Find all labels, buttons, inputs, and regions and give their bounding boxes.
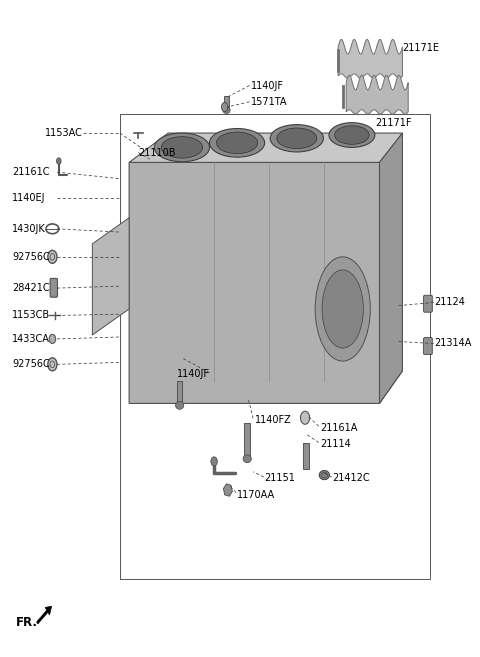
Ellipse shape <box>161 137 203 158</box>
Bar <box>303 443 309 468</box>
Text: 21114: 21114 <box>320 439 350 449</box>
Text: 21171E: 21171E <box>402 43 440 53</box>
Bar <box>244 423 250 459</box>
Ellipse shape <box>322 270 363 348</box>
Ellipse shape <box>209 129 264 157</box>
Text: 21124: 21124 <box>434 298 466 307</box>
Text: 1430JK: 1430JK <box>12 224 46 234</box>
Polygon shape <box>346 76 408 114</box>
Text: 21171F: 21171F <box>375 118 411 128</box>
Text: 1433CA: 1433CA <box>12 334 50 344</box>
Bar <box>224 96 229 110</box>
Text: FR.: FR. <box>16 616 37 629</box>
Circle shape <box>221 102 228 112</box>
Text: 92756C: 92756C <box>12 252 50 262</box>
Ellipse shape <box>270 125 324 152</box>
Ellipse shape <box>176 401 184 409</box>
Circle shape <box>48 358 57 371</box>
Circle shape <box>211 457 217 466</box>
Ellipse shape <box>216 132 258 154</box>
Text: 21161A: 21161A <box>320 422 357 432</box>
Ellipse shape <box>335 125 369 145</box>
Ellipse shape <box>329 123 375 147</box>
Text: 1140FZ: 1140FZ <box>254 415 291 424</box>
FancyArrow shape <box>36 606 52 624</box>
Ellipse shape <box>223 107 230 114</box>
Text: 21161C: 21161C <box>12 167 49 177</box>
FancyBboxPatch shape <box>423 338 432 355</box>
Text: 1153CB: 1153CB <box>12 311 50 321</box>
Text: 1153AC: 1153AC <box>45 128 83 138</box>
Polygon shape <box>92 217 129 335</box>
Ellipse shape <box>319 470 329 480</box>
Polygon shape <box>338 39 402 78</box>
Text: 1170AA: 1170AA <box>237 489 275 499</box>
Ellipse shape <box>155 133 209 162</box>
FancyBboxPatch shape <box>50 279 58 297</box>
Circle shape <box>49 334 56 344</box>
Circle shape <box>57 158 61 164</box>
Text: 1571TA: 1571TA <box>251 97 288 107</box>
Text: 1140JF: 1140JF <box>251 81 284 91</box>
Text: 92756C: 92756C <box>12 359 50 369</box>
Ellipse shape <box>243 455 252 463</box>
Ellipse shape <box>321 472 327 478</box>
Circle shape <box>48 250 57 263</box>
Text: 28421C: 28421C <box>12 283 49 293</box>
Bar <box>120 114 430 579</box>
Text: 1140JF: 1140JF <box>177 369 210 379</box>
Text: 21314A: 21314A <box>434 338 472 348</box>
Text: 21151: 21151 <box>264 473 296 484</box>
Text: 1140EJ: 1140EJ <box>12 193 46 203</box>
Polygon shape <box>129 162 402 403</box>
Ellipse shape <box>277 128 317 148</box>
Circle shape <box>300 411 310 424</box>
Ellipse shape <box>315 257 370 361</box>
FancyBboxPatch shape <box>423 295 432 312</box>
Polygon shape <box>380 133 402 403</box>
Text: 21110B: 21110B <box>138 148 176 158</box>
Text: 21412C: 21412C <box>333 473 370 484</box>
Bar <box>177 380 182 405</box>
Polygon shape <box>129 133 402 162</box>
